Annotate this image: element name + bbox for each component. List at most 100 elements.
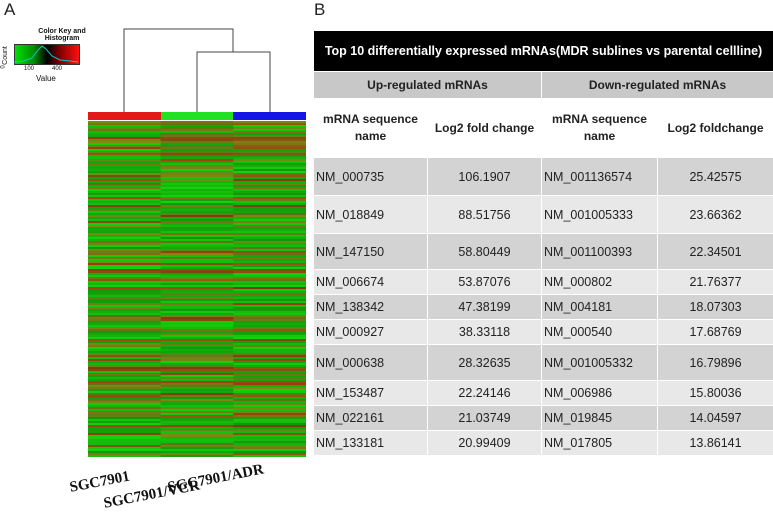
heatmap-cell — [233, 407, 306, 410]
heatmap-cell — [233, 197, 306, 200]
heatmap-cell — [160, 315, 234, 318]
heatmap-cell — [88, 143, 162, 146]
heatmap-cell — [160, 277, 234, 280]
heatmap-cell — [160, 159, 234, 162]
heatmap-cell — [88, 435, 162, 438]
heatmap-cell — [160, 263, 234, 266]
heatmap-cell — [88, 147, 162, 150]
heatmap-cell — [88, 417, 162, 420]
heatmap-cell — [160, 247, 234, 250]
heatmap-cell — [160, 155, 234, 158]
heatmap-cell — [233, 303, 306, 306]
heatmap-cell — [233, 187, 306, 190]
heatmap-cell — [160, 445, 234, 448]
heatmap-cell — [88, 259, 162, 262]
table-row: NM_018849 88.51756 NM_001005333 23.66362 — [313, 195, 773, 234]
heatmap-cell — [160, 389, 234, 392]
heatmap-cell — [88, 245, 162, 248]
column-dendrogram — [123, 28, 271, 112]
heatmap-cell — [88, 305, 162, 308]
heatmap-cell — [233, 279, 306, 282]
table-row: NM_000735 106.1907 NM_001136574 25.42575 — [313, 157, 773, 196]
heatmap-cell — [160, 303, 234, 306]
heatmap-cell — [233, 319, 306, 322]
heatmap-cell — [233, 387, 306, 390]
heatmap-cell — [233, 233, 306, 236]
heatmap-cell — [233, 169, 306, 172]
heatmap-cell — [160, 133, 234, 136]
down-log2-value: 16.79896 — [656, 344, 773, 381]
heatmap-cell — [88, 231, 162, 234]
heatmap-cell — [233, 195, 306, 198]
heatmap-cell — [233, 207, 306, 210]
heatmap-cell — [233, 257, 306, 260]
heatmap-cell — [233, 355, 306, 358]
heatmap-cell — [233, 301, 306, 304]
heatmap-cell — [160, 435, 234, 438]
heatmap-cell — [233, 335, 306, 338]
heatmap-cell — [88, 141, 162, 144]
heatmap-cell — [88, 367, 162, 370]
heatmap-cell — [233, 341, 306, 344]
column-color-sgc7901 — [88, 112, 161, 120]
heatmap-cell — [88, 395, 162, 398]
heatmap-cell — [233, 383, 306, 386]
heatmap-cell — [233, 183, 306, 186]
heatmap-cell — [88, 195, 162, 198]
heatmap-cell — [160, 195, 234, 198]
heatmap-cell — [160, 399, 234, 402]
heatmap-cell — [160, 197, 234, 200]
heatmap-cell — [233, 189, 306, 192]
heatmap-cell — [160, 189, 234, 192]
heatmap-cell — [160, 243, 234, 246]
heatmap-cell — [160, 177, 234, 180]
heatmap-cell — [233, 179, 306, 182]
heatmap-cell — [233, 421, 306, 424]
heatmap-cell — [88, 403, 162, 406]
heatmap-cell — [160, 419, 234, 422]
heatmap-cell — [233, 339, 306, 342]
heatmap-cell — [160, 235, 234, 238]
heatmap-cell — [160, 273, 234, 276]
heatmap-cell — [88, 355, 162, 358]
heatmap-cell — [88, 145, 162, 148]
heatmap-cell — [160, 137, 234, 140]
heatmap-cell — [160, 447, 234, 450]
heatmap-cell — [233, 235, 306, 238]
heatmap-cell — [88, 325, 162, 328]
heatmap-cell — [88, 437, 162, 440]
heatmap-cell — [88, 233, 162, 236]
heatmap-cell — [233, 247, 306, 250]
heatmap-cell — [88, 237, 162, 240]
heatmap-cell — [160, 381, 234, 384]
down-log2-value: 17.68769 — [656, 319, 773, 345]
heatmap-cell — [88, 405, 162, 408]
heatmap-cell — [233, 255, 306, 258]
down-log2-value: 14.04597 — [656, 405, 773, 431]
heatmap — [88, 121, 306, 457]
color-key-histogram — [14, 45, 78, 63]
heatmap-cell — [160, 285, 234, 288]
heatmap-cell — [233, 415, 306, 418]
heatmap-cell — [233, 193, 306, 196]
table-row: NM_138342 47.38199 NM_004181 18.07303 — [313, 294, 773, 320]
heatmap-cell — [233, 433, 306, 436]
heatmap-cell — [160, 369, 234, 372]
heatmap-cell — [88, 201, 162, 204]
heatmap-cell — [160, 241, 234, 244]
heatmap-cell — [233, 435, 306, 438]
heatmap-cell — [88, 289, 162, 292]
heatmap-cell — [160, 437, 234, 440]
heatmap-cell — [233, 249, 306, 252]
heatmap-cell — [160, 451, 234, 454]
heatmap-cell — [160, 125, 234, 128]
heatmap-cell — [233, 139, 306, 142]
heatmap-cell — [88, 225, 162, 228]
heatmap-cell — [88, 335, 162, 338]
heatmap-cell — [160, 227, 234, 230]
heatmap-cell — [88, 229, 162, 232]
heatmap-cell — [88, 341, 162, 344]
heatmap-cell — [88, 425, 162, 428]
heatmap-cell — [233, 365, 306, 368]
heatmap-cell — [233, 211, 306, 214]
